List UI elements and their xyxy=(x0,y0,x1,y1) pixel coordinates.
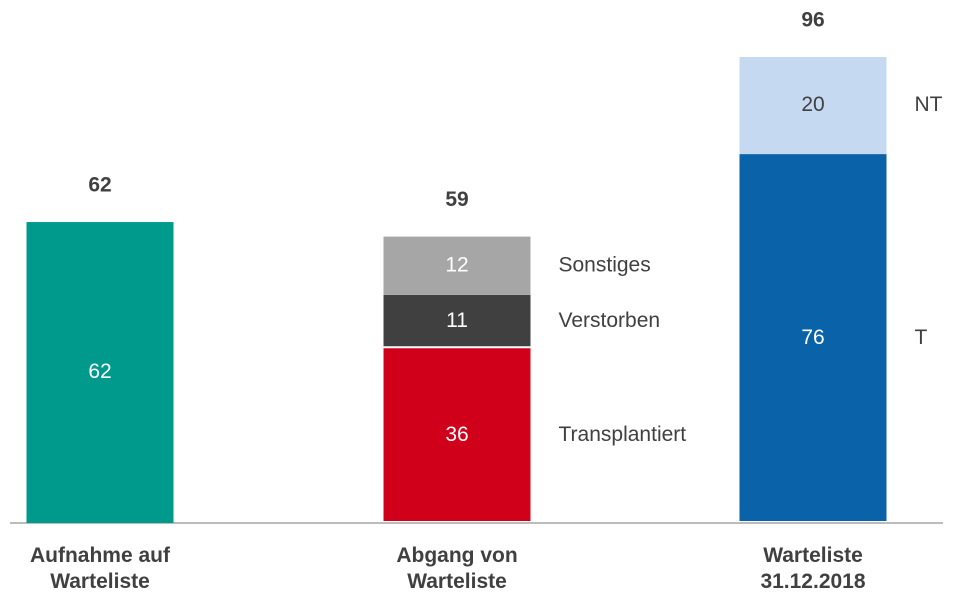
bar-segment xyxy=(739,57,887,155)
value-label: 62 xyxy=(88,360,111,383)
total-label: 62 xyxy=(88,174,111,197)
total-label: 96 xyxy=(801,9,824,32)
bar-segment xyxy=(383,294,531,347)
bar-segment xyxy=(383,236,531,295)
series-label: T xyxy=(915,326,928,349)
series-label: Verstorben xyxy=(559,309,661,332)
x-tick-label: Warteliste 31.12.2018 xyxy=(760,544,865,593)
x-tick-label: Abgang von Warteliste xyxy=(396,544,517,593)
bar-segment xyxy=(26,222,174,523)
value-label: 36 xyxy=(445,423,468,446)
total-label: 59 xyxy=(445,188,468,211)
bar-segment xyxy=(383,348,531,521)
value-label: 12 xyxy=(445,253,468,276)
series-label: Transplantiert xyxy=(559,423,687,446)
value-label: 20 xyxy=(801,93,824,116)
value-label: 76 xyxy=(801,326,824,349)
value-label: 11 xyxy=(446,309,468,332)
series-label: NT xyxy=(915,93,943,116)
x-tick-label: Aufnahme auf Warteliste xyxy=(30,544,171,593)
series-label: Sonstiges xyxy=(559,253,651,276)
bar-segment xyxy=(739,154,887,522)
